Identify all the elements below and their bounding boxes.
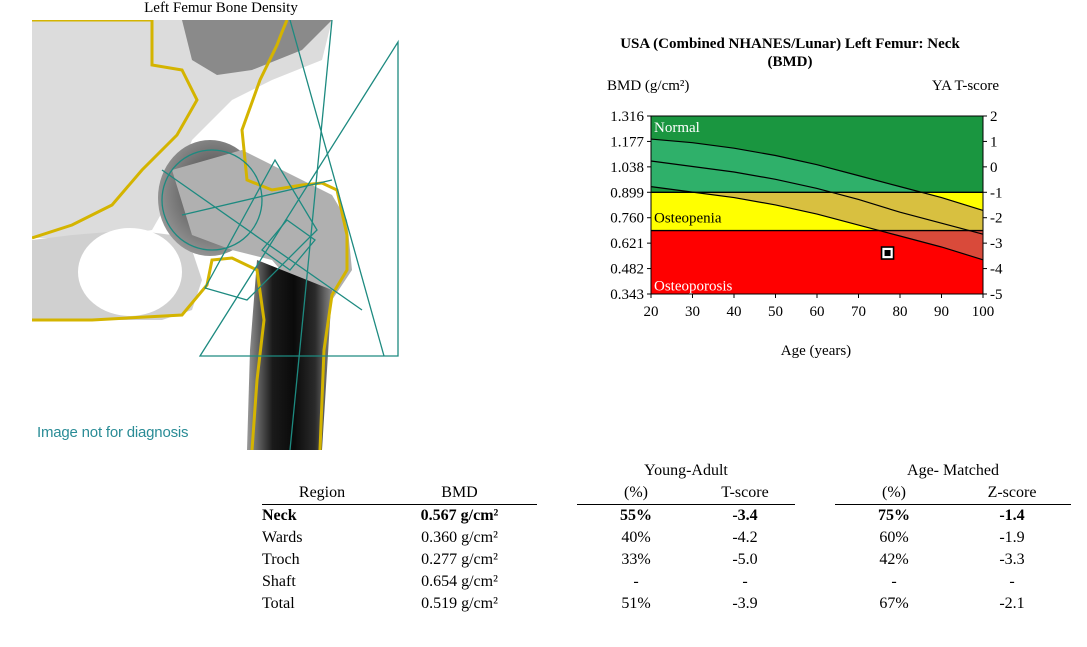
y2-axis-label: YA T-score bbox=[932, 78, 999, 94]
zone-label-osteoporosis: Osteoporosis bbox=[654, 278, 732, 294]
cell-region: Shaft bbox=[262, 573, 296, 590]
cell-bmd: 0.277 g/cm² bbox=[421, 551, 498, 568]
cell-t-score: - bbox=[742, 573, 748, 590]
reference-curve bbox=[650, 160, 984, 235]
cell-am-percent: 42% bbox=[879, 551, 909, 568]
results-table: Young-Adult Age- Matched Region BMD (%) … bbox=[262, 460, 1071, 615]
plot-area: Normal Osteopenia Osteoporosis 1.316 1.177 1.… bbox=[610, 109, 1003, 320]
reference-band bbox=[651, 139, 922, 193]
group-age-matched: Age- Matched bbox=[907, 462, 999, 479]
x-tick-label: 70 bbox=[851, 304, 866, 320]
header-z-score: Z-score bbox=[953, 482, 1071, 505]
y2-tick-label: -3 bbox=[990, 236, 1003, 252]
y2-tick-label: 2 bbox=[990, 109, 998, 125]
femur-contour-right bbox=[240, 20, 349, 450]
reference-curve bbox=[650, 186, 984, 261]
x-tick-label: 90 bbox=[934, 304, 949, 320]
chart-title-line2: (BMD) bbox=[768, 54, 813, 70]
obturator-foramen bbox=[78, 228, 182, 316]
y-tick-label: 0.482 bbox=[610, 262, 644, 278]
y-tick-label: 0.899 bbox=[610, 185, 644, 201]
y-axis-label: BMD (g/cm²) bbox=[607, 78, 689, 94]
cell-am-percent: - bbox=[891, 573, 897, 590]
cell-ya-percent: - bbox=[633, 573, 639, 590]
femur-scan-image bbox=[32, 20, 442, 450]
cell-region: Troch bbox=[262, 551, 300, 568]
chart-title-line1: USA (Combined NHANES/Lunar) Left Femur: … bbox=[620, 36, 960, 52]
cell-am-percent: 75% bbox=[878, 507, 910, 524]
bmd-chart: USA (Combined NHANES/Lunar) Left Femur: … bbox=[575, 30, 1015, 370]
table-row: Total 0.519 g/cm² 51% -3.9 67% -2.1 bbox=[262, 593, 1071, 615]
cell-ya-percent: 40% bbox=[621, 529, 651, 546]
y-tick-label: 1.177 bbox=[610, 134, 644, 150]
cell-ya-percent: 51% bbox=[621, 595, 651, 612]
cell-am-percent: 60% bbox=[879, 529, 909, 546]
y2-tick-label: -2 bbox=[990, 211, 1003, 227]
header-am-percent: (%) bbox=[835, 482, 953, 505]
cell-bmd: 0.519 g/cm² bbox=[421, 595, 498, 612]
x-tick-label: 50 bbox=[768, 304, 783, 320]
group-young-adult: Young-Adult bbox=[644, 462, 728, 479]
femur-contour-left bbox=[32, 256, 266, 450]
cell-z-score: -2.1 bbox=[999, 595, 1025, 612]
pelvis-contour bbox=[32, 20, 199, 240]
cell-ya-percent: 33% bbox=[621, 551, 651, 568]
x-tick-label: 40 bbox=[727, 304, 742, 320]
cell-bmd: 0.360 g/cm² bbox=[421, 529, 498, 546]
header-region: Region bbox=[262, 482, 382, 505]
cell-t-score: -4.2 bbox=[732, 529, 758, 546]
y2-tick-label: -4 bbox=[990, 262, 1003, 278]
reference-curve bbox=[650, 138, 984, 211]
femoral-shaft bbox=[247, 260, 332, 450]
cell-ya-percent: 55% bbox=[620, 507, 652, 524]
table-row: Shaft 0.654 g/cm² - - - - bbox=[262, 571, 1071, 593]
table-row: Neck 0.567 g/cm² 55% -3.4 75% -1.4 bbox=[262, 505, 1071, 528]
cell-t-score: -5.0 bbox=[732, 551, 758, 568]
cell-region: Neck bbox=[262, 507, 297, 524]
scan-title: Left Femur Bone Density bbox=[144, 0, 298, 16]
header-t-score: T-score bbox=[695, 482, 795, 505]
y2-tick-label: -5 bbox=[990, 287, 1003, 303]
y-tick-label: 0.760 bbox=[610, 211, 644, 227]
cell-am-percent: 67% bbox=[879, 595, 909, 612]
y-tick-label: 1.038 bbox=[610, 160, 644, 176]
y-tick-label: 1.316 bbox=[610, 109, 644, 125]
table-row: Troch 0.277 g/cm² 33% -5.0 42% -3.3 bbox=[262, 549, 1071, 571]
cell-bmd: 0.654 g/cm² bbox=[421, 573, 498, 590]
cell-t-score: -3.9 bbox=[732, 595, 758, 612]
cell-region: Total bbox=[262, 595, 295, 612]
zone-label-osteopenia: Osteopenia bbox=[654, 211, 722, 227]
cell-bmd: 0.567 g/cm² bbox=[420, 507, 499, 524]
y-tick-label: 0.343 bbox=[610, 287, 644, 303]
cell-z-score: - bbox=[1009, 573, 1015, 590]
header-ya-percent: (%) bbox=[577, 482, 695, 505]
cell-z-score: -1.4 bbox=[999, 507, 1025, 524]
patient-marker-center bbox=[884, 250, 891, 257]
x-axis-label: Age (years) bbox=[781, 343, 851, 359]
zone-label-normal: Normal bbox=[654, 120, 700, 136]
cell-z-score: -3.3 bbox=[999, 551, 1025, 568]
cell-t-score: -3.4 bbox=[732, 507, 758, 524]
cell-region: Wards bbox=[262, 529, 303, 546]
roi-overlay bbox=[161, 20, 399, 450]
disclaimer-text: Image not for diagnosis bbox=[37, 424, 189, 441]
reference-band bbox=[879, 230, 983, 260]
cell-z-score: -1.9 bbox=[999, 529, 1025, 546]
x-tick-label: 100 bbox=[972, 304, 995, 320]
x-tick-label: 20 bbox=[644, 304, 659, 320]
x-tick-label: 80 bbox=[893, 304, 908, 320]
header-bmd: BMD bbox=[382, 482, 537, 505]
y2-tick-label: 1 bbox=[990, 134, 998, 150]
y2-tick-label: 0 bbox=[990, 160, 998, 176]
reference-band bbox=[693, 192, 983, 231]
y-tick-label: 0.621 bbox=[610, 236, 644, 252]
x-tick-label: 30 bbox=[685, 304, 700, 320]
x-tick-label: 60 bbox=[810, 304, 825, 320]
table-row: Wards 0.360 g/cm² 40% -4.2 60% -1.9 bbox=[262, 527, 1071, 549]
y2-tick-label: -1 bbox=[990, 185, 1003, 201]
